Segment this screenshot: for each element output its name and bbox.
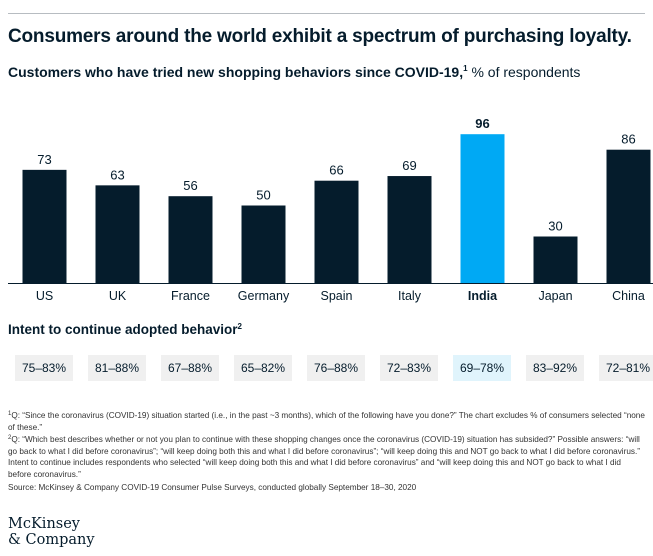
bar-italy xyxy=(387,176,432,283)
x-tick-italy: Italy xyxy=(398,289,422,303)
intent-footnote-mark: 2 xyxy=(237,322,242,331)
source-note: Source: McKinsey & Company COVID-19 Cons… xyxy=(8,482,417,492)
intent-title-text: Intent to continue adopted behavior xyxy=(8,322,238,337)
footnotes: 1Q: “Since the coronavirus (COVID-19) si… xyxy=(8,410,646,494)
intent-range-us: 75–83% xyxy=(15,355,73,381)
logo-line-1: McKinsey xyxy=(8,516,80,532)
intent-range-italy: 72–83% xyxy=(380,355,438,381)
bar-france xyxy=(168,196,213,283)
x-tick-japan: Japan xyxy=(538,289,572,303)
intent-range-japan: 83–92% xyxy=(526,355,584,381)
data-label-france: 56 xyxy=(183,178,197,193)
footnote-2-mark: 2 xyxy=(8,435,12,442)
intent-range-spain: 76–88% xyxy=(307,355,365,381)
x-tick-france: France xyxy=(171,289,210,303)
chart-title: Consumers around the world exhibit a spe… xyxy=(8,26,632,47)
x-tick-china: China xyxy=(612,289,645,303)
x-tick-us: US xyxy=(36,289,53,303)
data-label-spain: 66 xyxy=(329,163,343,178)
bar-india xyxy=(460,134,505,283)
subtitle-unit: % of respondents xyxy=(467,64,581,80)
intent-range-uk: 81–88% xyxy=(88,355,146,381)
x-tick-germany: Germany xyxy=(238,289,290,303)
bar-germany xyxy=(241,205,286,283)
subtitle-main: Customers who have tried new shopping be… xyxy=(8,64,464,80)
x-tick-uk: UK xyxy=(109,289,127,303)
intent-title: Intent to continue adopted behavior2 xyxy=(8,322,242,337)
bar-spain xyxy=(314,180,359,283)
intent-range-china: 72–81% xyxy=(599,355,653,381)
data-label-germany: 50 xyxy=(256,188,270,203)
intent-range-france: 67–88% xyxy=(161,355,219,381)
data-label-us: 73 xyxy=(37,152,51,167)
bar-chart: 73 US 63 UK 56 France 50 Germany 66 Spain 69 Italy 9… xyxy=(8,116,653,303)
footnote-1: 1Q: “Since the coronavirus (COVID-19) si… xyxy=(8,410,646,433)
subtitle-footnote-mark: 1 xyxy=(463,64,468,73)
intent-range-germany: 65–82% xyxy=(234,355,292,381)
footnote-1-mark: 1 xyxy=(8,411,12,417)
x-tick-spain: Spain xyxy=(321,289,353,303)
intent-range-india: 69–78% xyxy=(453,355,511,381)
top-divider xyxy=(8,13,645,14)
x-tick-india: India xyxy=(468,289,498,303)
data-label-japan: 30 xyxy=(548,219,562,234)
data-label-india: 96 xyxy=(475,116,489,131)
mckinsey-logo: McKinsey & Company xyxy=(8,516,95,548)
footnote-1-text: Q: “Since the coronavirus (COVID-19) sit… xyxy=(8,411,645,432)
chart-subtitle: Customers who have tried new shopping be… xyxy=(8,64,580,80)
data-label-uk: 63 xyxy=(110,167,124,182)
footnote-2-text: Q: “Which best describes whether or not … xyxy=(8,435,640,479)
data-label-china: 86 xyxy=(621,132,635,147)
bar-us xyxy=(22,169,67,283)
data-label-italy: 69 xyxy=(402,158,416,173)
footnote-2: 2Q: “Which best describes whether or not… xyxy=(8,434,646,480)
logo-line-2: & Company xyxy=(8,532,95,548)
bar-uk xyxy=(95,185,140,283)
bar-japan xyxy=(533,236,578,283)
bar-china xyxy=(606,149,651,283)
